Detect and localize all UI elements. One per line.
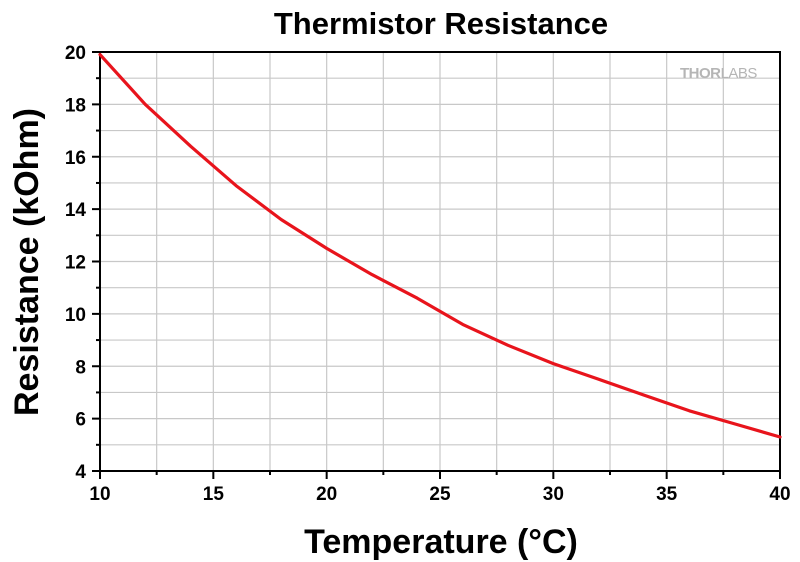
- series-layer: [98, 52, 782, 439]
- axis-ticks: [92, 51, 781, 479]
- x-tick-label: 10: [89, 484, 110, 505]
- y-tick-label: 16: [65, 148, 86, 169]
- y-tick-label: 10: [65, 305, 86, 326]
- series-line: [98, 52, 782, 439]
- x-tick-label: 15: [203, 484, 225, 505]
- y-tick-label: 4: [75, 462, 86, 483]
- y-tick-label: 14: [65, 200, 87, 221]
- x-tick-labels: 10 15 20 25 30 35 40: [89, 484, 790, 505]
- x-tick-label: 40: [769, 484, 790, 505]
- grid: [100, 52, 780, 471]
- y-tick-label: 12: [65, 253, 86, 274]
- x-tick-label: 30: [543, 484, 564, 505]
- y-axis-label: Resistance (kOhm): [8, 108, 46, 416]
- x-tick-label: 25: [429, 484, 451, 505]
- y-tick-label: 20: [65, 43, 86, 64]
- x-tick-label: 20: [316, 484, 337, 505]
- y-tick-labels: 4 6 8 10 12 14 16 18 20: [65, 43, 87, 483]
- y-tick-label: 18: [65, 95, 86, 116]
- logo-light: LABS: [721, 65, 758, 82]
- y-tick-label: 6: [75, 410, 86, 431]
- y-tick-label: 8: [75, 357, 86, 378]
- thorlabs-logo: THORLABS: [680, 65, 757, 82]
- chart-title: Thermistor Resistance: [274, 6, 608, 41]
- x-tick-label: 35: [656, 484, 678, 505]
- logo-bold: THOR: [680, 65, 721, 82]
- x-axis-label: Temperature (°C): [304, 523, 578, 561]
